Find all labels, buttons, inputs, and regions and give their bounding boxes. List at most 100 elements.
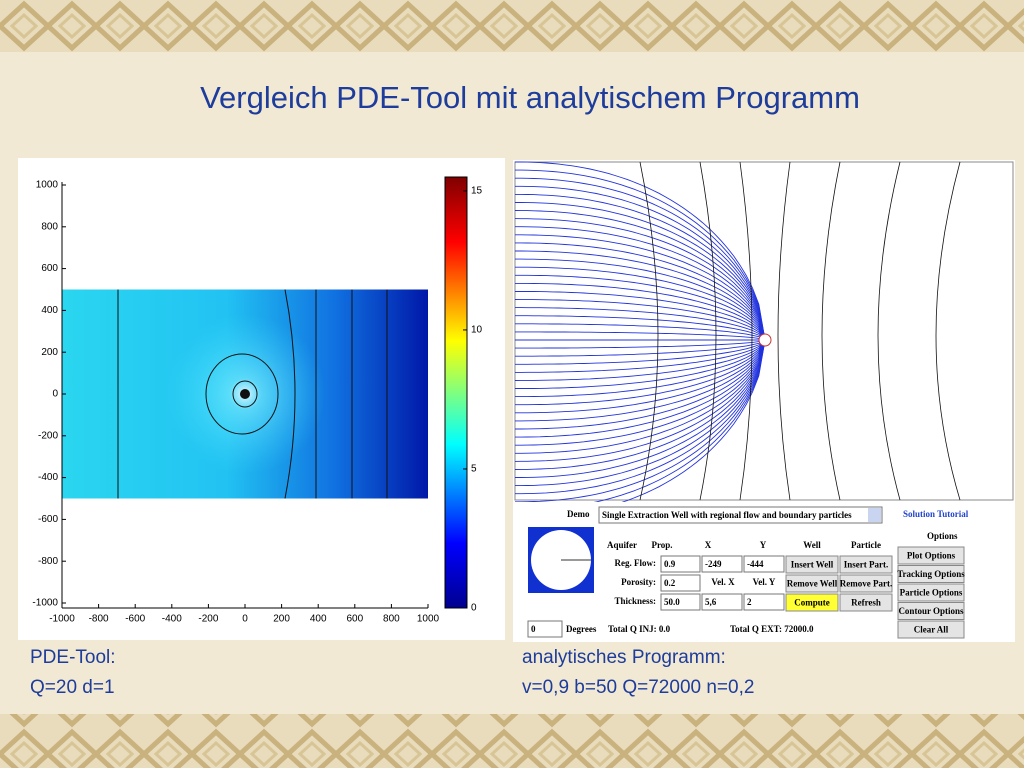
streamline: [515, 339, 766, 430]
button[interactable]: [785, 574, 839, 593]
row-label: Reg. Flow:: [615, 558, 657, 568]
input-field[interactable]: [701, 593, 743, 611]
demo-label: Demo: [567, 509, 590, 519]
pde-plot: -1000 -800 -600 -400 -200 0 200 400 600 800 1000-1…: [32, 176, 483, 625]
y-tick-label: 600: [41, 263, 58, 274]
streamline: [515, 202, 766, 341]
button-label: Compute: [794, 598, 830, 608]
button[interactable]: [897, 583, 965, 602]
equipotential: [821, 161, 841, 501]
streamline: [515, 339, 766, 503]
field-label: Vel. Y: [753, 577, 776, 587]
demo-select[interactable]: [598, 506, 883, 524]
column-header: Y: [760, 540, 767, 550]
column-header: Prop.: [651, 540, 672, 550]
streamline: [515, 339, 766, 422]
button-label: Refresh: [851, 598, 881, 608]
button[interactable]: [839, 574, 893, 593]
caption: PDE-Tool:: [30, 647, 116, 668]
streamline: [515, 226, 766, 341]
input-field[interactable]: [701, 555, 743, 573]
bottom-border: [0, 714, 1024, 768]
streamline: [515, 339, 766, 478]
equipotential: [699, 161, 717, 501]
input-field-text: 0.9: [664, 559, 676, 569]
streamline: [515, 339, 766, 398]
button-label: Clear All: [914, 625, 949, 635]
button[interactable]: [897, 565, 965, 583]
y-tick-label: -400: [38, 472, 58, 483]
well: [240, 389, 250, 399]
button-label: Insert Part.: [844, 560, 889, 570]
x-tick-label: -1000: [49, 614, 75, 625]
field-label: Vel. X: [711, 577, 735, 587]
contour: [232, 380, 258, 408]
input-field-text: 50.0: [664, 597, 680, 607]
button-label: Plot Options: [907, 551, 956, 561]
column-header: X: [705, 540, 712, 550]
top-border: [0, 0, 1024, 52]
streamline: [515, 339, 766, 495]
colorbar-tick-label: 0: [471, 603, 477, 614]
button[interactable]: [785, 555, 839, 574]
input-field[interactable]: [660, 593, 701, 611]
x-tick-label: 0: [242, 614, 248, 625]
total-inj: Total Q INJ: 0.0: [608, 624, 671, 634]
equipotential: [777, 161, 791, 501]
x-tick-label: -600: [125, 614, 145, 625]
button[interactable]: [839, 593, 893, 612]
y-tick-label: -200: [38, 430, 58, 441]
streamline: [515, 315, 766, 341]
x-tick-label: -800: [89, 614, 109, 625]
button[interactable]: [785, 593, 839, 612]
contour: [284, 289, 296, 499]
x-tick-label: -200: [198, 614, 218, 625]
input-field[interactable]: [743, 593, 785, 611]
equipotential: [877, 161, 901, 501]
colorbar-tick-label: 5: [471, 464, 477, 475]
total-ext: Total Q EXT: 72000.0: [730, 624, 814, 634]
streamline: [515, 169, 766, 341]
button[interactable]: [839, 555, 893, 574]
streamline: [515, 193, 766, 341]
button[interactable]: [897, 620, 965, 639]
streamline: [515, 339, 766, 357]
streamline: [515, 266, 766, 341]
streamline: [515, 339, 766, 438]
demo-select-text: Single Extraction Well with regional flo…: [602, 510, 852, 520]
equipotential: [935, 161, 961, 501]
streamlines: [514, 161, 961, 519]
y-tick-label: -800: [38, 556, 58, 567]
input-field[interactable]: [660, 555, 701, 573]
streamline: [515, 291, 766, 341]
streamline: [514, 339, 766, 462]
colorbar: [444, 176, 468, 609]
streamline: [515, 339, 766, 454]
input-field-text: -249: [705, 559, 722, 569]
streamline: [515, 307, 766, 341]
equipotential: [739, 161, 753, 501]
streamline: [515, 339, 766, 446]
input-field-text: 5,6: [705, 597, 717, 607]
x-tick-label: 400: [310, 614, 327, 625]
streamline: [515, 274, 766, 341]
input-field-text: -444: [747, 559, 764, 569]
y-tick-label: 400: [41, 305, 58, 316]
input-field[interactable]: [660, 574, 701, 592]
y-tick-label: 0: [52, 389, 58, 400]
streamline: [515, 339, 766, 414]
select-arrow[interactable]: [868, 508, 881, 522]
y-tick-label: 200: [41, 347, 58, 358]
button-label: Contour Options: [898, 606, 964, 616]
angle-field[interactable]: [527, 620, 563, 638]
streamline: [515, 339, 766, 406]
streamline-plot: [514, 161, 1014, 501]
input-field[interactable]: [743, 555, 785, 573]
button[interactable]: [897, 546, 965, 565]
button[interactable]: [897, 602, 965, 620]
streamline: [515, 339, 766, 487]
angle-unit: Degrees: [566, 624, 597, 634]
control-panel: Demo Single Extraction Well with regional…: [515, 502, 1013, 640]
column-header: Well: [803, 540, 821, 550]
